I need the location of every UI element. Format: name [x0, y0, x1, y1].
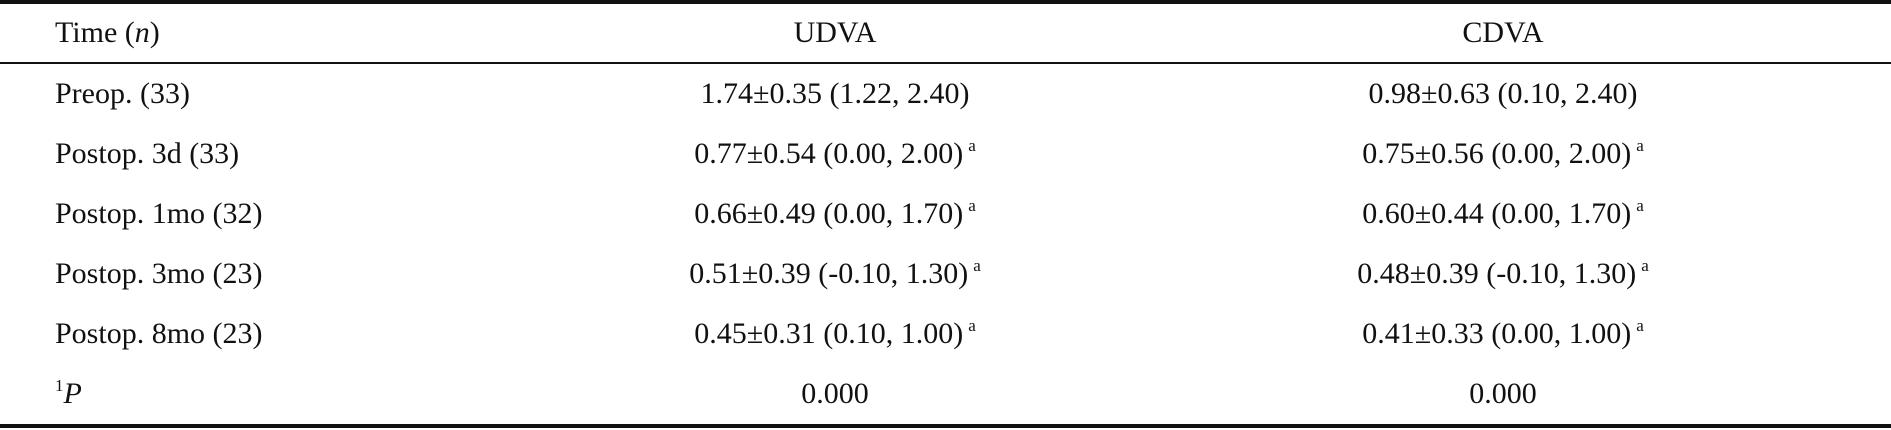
superscript: a [1636, 136, 1644, 155]
cell-text: 0.77±0.54 (0.00, 2.00) [694, 137, 964, 170]
cell-text: 0.75±0.56 (0.00, 2.00) [1362, 137, 1632, 170]
table-cell: 0.60±0.44 (0.00, 1.70) a [1115, 184, 1891, 244]
table-cell: Postop. 1mo (32) [0, 184, 555, 244]
table-cell: 0.77±0.54 (0.00, 2.00) a [555, 124, 1115, 184]
cell-text: 0.66±0.49 (0.00, 1.70) [694, 197, 964, 230]
header-italic: n [134, 16, 150, 49]
table-cell: 0.51±0.39 (-0.10, 1.30) a [555, 244, 1115, 304]
table-cell: 1P [0, 364, 555, 426]
superscript: a [1641, 256, 1649, 275]
table-cell: 0.48±0.39 (-0.10, 1.30) a [1115, 244, 1891, 304]
table-row: Postop. 1mo (32) 0.66±0.49 (0.00, 1.70) a 0… [0, 184, 1891, 244]
superscript: a [973, 256, 981, 275]
table-body: Preop. (33) 1.74±0.35 (1.22, 2.40) 0.98±0.… [0, 63, 1891, 426]
table-cell: Postop. 3d (33) [0, 124, 555, 184]
table-cell: 1.74±0.35 (1.22, 2.40) [555, 63, 1115, 124]
header-row: Time (n) UDVA CDVA [0, 2, 1891, 63]
cell-text: 0.000 [801, 377, 869, 410]
cell-text: 0.48±0.39 (-0.10, 1.30) [1357, 257, 1637, 290]
cell-text: 0.60±0.44 (0.00, 1.70) [1362, 197, 1632, 230]
cell-text: Postop. 8mo (23) [55, 317, 263, 350]
cell-italic: P [63, 377, 82, 410]
table-row: Postop. 8mo (23) 0.45±0.31 (0.10, 1.00) a 0… [0, 304, 1891, 364]
cell-text: 0.98±0.63 (0.10, 2.40) [1368, 77, 1638, 110]
header-cell: UDVA [793, 16, 877, 49]
superscript: a [968, 136, 976, 155]
table-cell: 0.98±0.63 (0.10, 2.40) [1115, 63, 1891, 124]
header-text: Time ( [55, 16, 135, 49]
cell-text: 0.000 [1469, 377, 1537, 410]
table-cell: 0.45±0.31 (0.10, 1.00) a [555, 304, 1115, 364]
table-row: 1P 0.000 0.000 [0, 364, 1891, 426]
table-cell: Postop. 8mo (23) [0, 304, 555, 364]
header-cell: CDVA [1462, 16, 1544, 49]
cell-text: Preop. (33) [55, 77, 190, 110]
superscript: a [968, 316, 976, 335]
cell-text: Postop. 1mo (32) [55, 197, 263, 230]
table-row: Preop. (33) 1.74±0.35 (1.22, 2.40) 0.98±0.… [0, 63, 1891, 124]
header-text: ) [149, 16, 160, 49]
table-cell: 0.41±0.33 (0.00, 1.00) a [1115, 304, 1891, 364]
header-cell: Time (n) [0, 2, 555, 63]
superscript: 1 [55, 376, 64, 395]
cell-text: 0.51±0.39 (-0.10, 1.30) [689, 257, 969, 290]
superscript: a [1636, 316, 1644, 335]
table-row: Postop. 3mo (23) 0.51±0.39 (-0.10, 1.30) a… [0, 244, 1891, 304]
cell-text: 0.41±0.33 (0.00, 1.00) [1362, 317, 1632, 350]
superscript: a [968, 196, 976, 215]
cell-text: Postop. 3d (33) [55, 137, 240, 170]
table-cell: 0.000 [555, 364, 1115, 426]
table-cell: Preop. (33) [0, 63, 555, 124]
table-cell: 0.75±0.56 (0.00, 2.00) a [1115, 124, 1891, 184]
table-header: Time (n) UDVA CDVA [0, 2, 1891, 63]
cell-text: 0.45±0.31 (0.10, 1.00) [694, 317, 964, 350]
cell-text: 1.74±0.35 (1.22, 2.40) [700, 77, 970, 110]
table-cell: Postop. 3mo (23) [0, 244, 555, 304]
table-cell: 0.000 [1115, 364, 1891, 426]
cell-text: Postop. 3mo (23) [55, 257, 263, 290]
superscript: a [1636, 196, 1644, 215]
table-cell: 0.66±0.49 (0.00, 1.70) a [555, 184, 1115, 244]
table-row: Postop. 3d (33) 0.77±0.54 (0.00, 2.00) a 0.… [0, 124, 1891, 184]
